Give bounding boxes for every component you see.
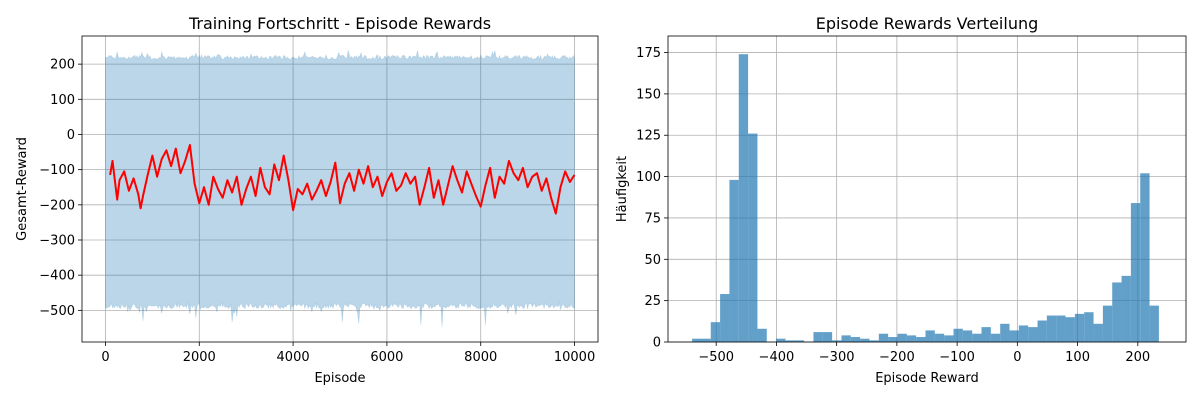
x-tick-label-right: 100 <box>1065 350 1090 365</box>
y-tick-label-left: −100 <box>39 163 75 178</box>
histogram-bar <box>1056 315 1066 342</box>
histogram-bar <box>906 335 917 342</box>
histogram-bar <box>738 54 749 343</box>
histogram-bar <box>897 333 907 342</box>
y-axis-right: 0 25 50 75 100 125 150 175 <box>636 46 668 351</box>
y-tick-label-left: 200 <box>50 58 75 73</box>
histogram-bar <box>720 294 730 342</box>
x-tick-label-left: 2000 <box>183 350 216 365</box>
histogram-bar <box>841 335 851 342</box>
x-tick-label-right: −300 <box>819 350 855 365</box>
histogram-bar <box>757 328 767 342</box>
histogram-bar <box>832 340 842 342</box>
y-tick-label-right: 100 <box>636 170 661 185</box>
histogram-bar <box>925 330 935 342</box>
raw-reward-band <box>105 50 575 328</box>
x-tick-label-right: 200 <box>1125 350 1150 365</box>
histogram-bar <box>981 327 991 342</box>
y-axis-label-left: Gesamt-Reward <box>15 137 30 241</box>
histogram-bar <box>878 333 889 342</box>
chart-title-left: Training Fortschritt - Episode Rewards <box>188 14 491 33</box>
x-axis-label-left: Episode <box>314 371 365 386</box>
histogram-bar <box>1074 313 1085 342</box>
histogram-bar <box>1093 323 1103 342</box>
histogram-bar <box>710 322 721 342</box>
x-tick-label-left: 6000 <box>370 350 403 365</box>
histogram-bar <box>990 333 1001 342</box>
histogram-bar <box>813 332 823 342</box>
histogram-bar <box>972 333 982 342</box>
histogram-bar <box>850 337 861 342</box>
x-tick-label-right: −400 <box>759 350 795 365</box>
moving-average-series <box>109 144 576 215</box>
histogram-bar <box>748 133 758 342</box>
y-tick-label-left: 100 <box>50 93 75 108</box>
histogram-bar <box>953 328 963 342</box>
y-tick-label-left: 0 <box>67 128 75 143</box>
axes-frame-right <box>667 35 1187 343</box>
y-tick-label-right: 150 <box>636 87 661 102</box>
histogram-bar <box>1065 317 1075 342</box>
line-chart: Training Fortschritt - Episode Rewards 0… <box>15 14 599 386</box>
y-tick-label-right: 125 <box>636 129 661 144</box>
y-axis-left: −500 −400 −300 −200 −100 0 100 200 <box>39 58 82 319</box>
histogram-bar <box>776 338 786 342</box>
histogram-bar <box>729 179 739 342</box>
histogram-bar <box>1140 173 1150 342</box>
histogram-bar <box>962 330 973 342</box>
x-tick-label-right: −100 <box>939 350 975 365</box>
histogram-bar <box>934 333 945 342</box>
histogram-bar <box>1037 320 1047 342</box>
histogram-bar <box>860 338 870 342</box>
x-tick-label-left: 8000 <box>464 350 497 365</box>
y-tick-label-right: 25 <box>644 294 661 309</box>
x-axis-label-right: Episode Reward <box>875 371 979 386</box>
histogram-chart: Episode Rewards Verteilung −500 −400 −300−… <box>615 14 1187 386</box>
grid-left <box>82 36 598 342</box>
histogram-bar <box>794 340 805 342</box>
histogram-bar <box>1084 312 1094 342</box>
x-axis-right: −500 −400 −300 −200 −100 0 100 200 <box>698 342 1150 365</box>
histogram-bar <box>692 338 702 342</box>
axes-frame-left <box>81 35 599 343</box>
histogram-bar <box>1009 330 1019 342</box>
histogram-bar <box>1112 282 1122 342</box>
x-tick-label-left: 10000 <box>554 350 595 365</box>
histogram-bar <box>1149 305 1159 342</box>
raw-reward-area <box>105 50 575 328</box>
moving-average-line <box>109 144 576 215</box>
histogram-bar <box>785 340 795 342</box>
y-tick-label-left: −500 <box>39 304 75 319</box>
histogram-bar <box>1046 315 1057 342</box>
y-tick-label-right: 50 <box>644 253 661 268</box>
x-tick-label-right: −500 <box>698 350 734 365</box>
histogram-bar <box>888 337 898 342</box>
histogram-bar <box>1000 323 1010 342</box>
histogram-bar <box>869 340 879 342</box>
histogram-bar <box>822 332 833 342</box>
y-axis-label-right: Häufigkeit <box>615 156 630 222</box>
histogram-bar <box>1102 305 1113 342</box>
histogram-bar <box>1018 325 1029 342</box>
y-tick-label-left: −300 <box>39 234 75 249</box>
y-tick-label-right: 0 <box>653 336 661 351</box>
histogram-bar <box>1121 275 1131 342</box>
x-tick-label-left: 4000 <box>277 350 310 365</box>
histogram-bar <box>916 337 926 342</box>
histogram-bars <box>692 54 1159 343</box>
x-tick-label-left: 0 <box>101 350 109 365</box>
histogram-bar <box>1130 203 1141 342</box>
histogram-bar <box>1028 327 1038 342</box>
y-tick-label-left: −200 <box>39 198 75 213</box>
x-tick-label-right: −200 <box>879 350 915 365</box>
y-tick-label-left: −400 <box>39 269 75 284</box>
x-axis-left: 0 2000 4000 6000 8000 10000 <box>101 342 595 365</box>
y-tick-label-right: 75 <box>644 211 661 226</box>
chart-title-right: Episode Rewards Verteilung <box>816 14 1039 33</box>
histogram-bar <box>944 335 954 342</box>
x-tick-label-right: 0 <box>1013 350 1021 365</box>
y-tick-label-right: 175 <box>636 46 661 61</box>
histogram-bar <box>701 338 711 342</box>
